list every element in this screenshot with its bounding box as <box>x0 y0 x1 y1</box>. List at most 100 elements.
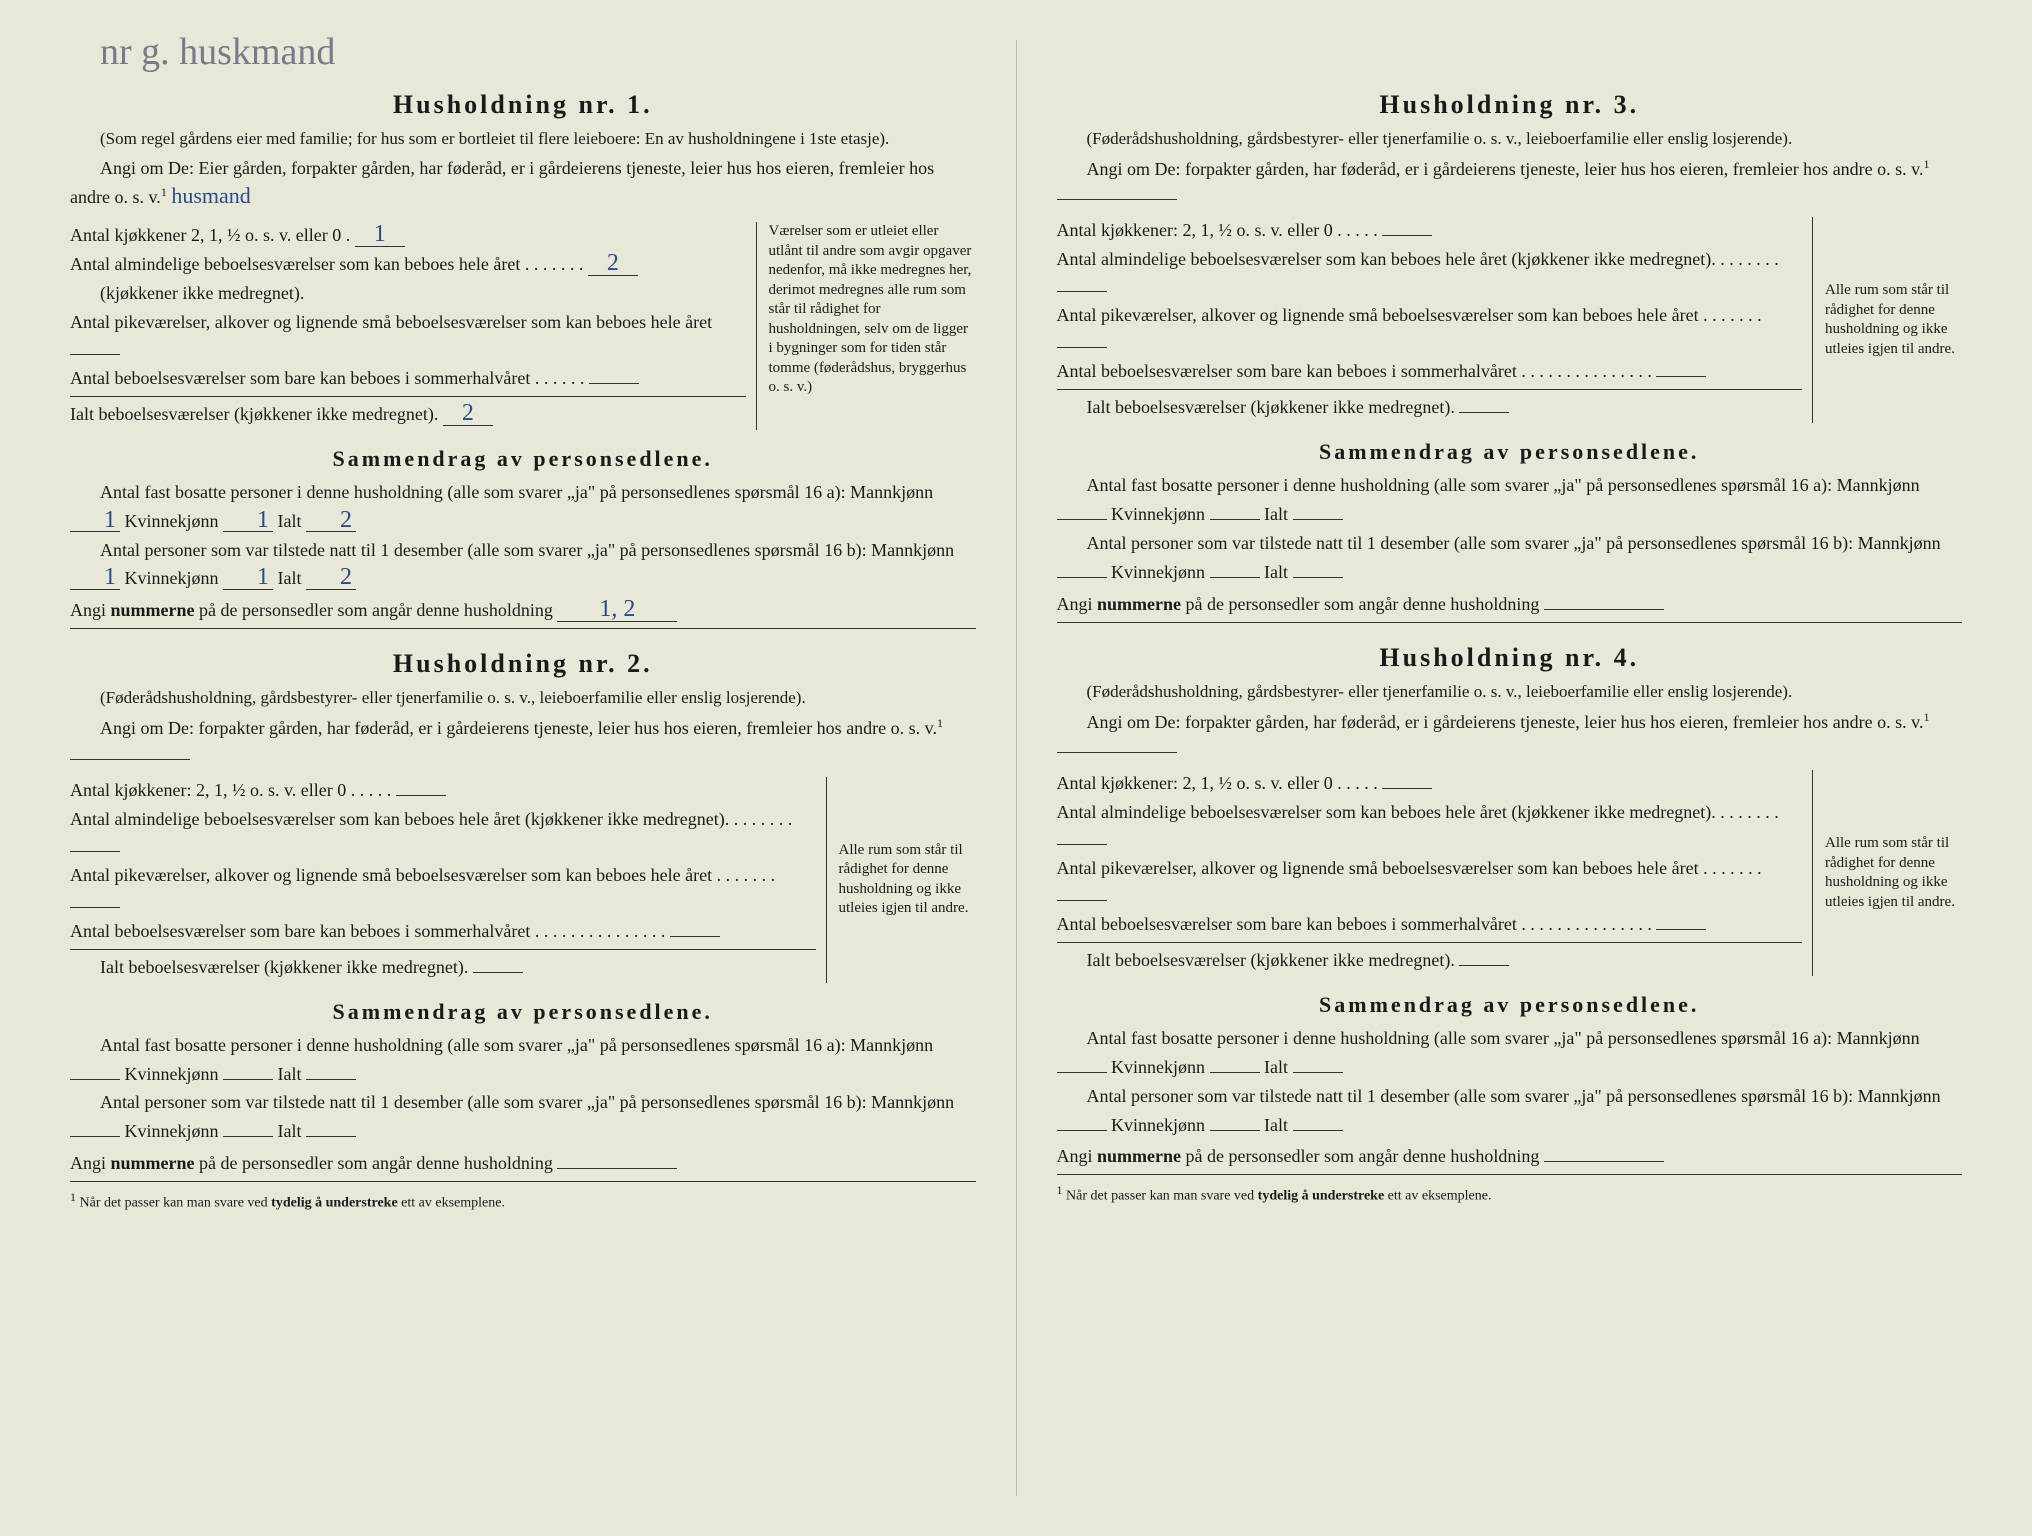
total-value[interactable] <box>473 972 523 973</box>
small-value[interactable] <box>70 907 120 908</box>
kvinne-16a[interactable] <box>1210 519 1260 520</box>
angi-value[interactable] <box>70 759 190 760</box>
angi-line: Angi om De: forpakter gården, har føderå… <box>70 715 976 766</box>
left-page: nr g. huskmand Husholdning nr. 1. (Som r… <box>30 40 1017 1496</box>
ordinary-value[interactable]: 2 <box>588 253 638 276</box>
angi-text: Angi om De: forpakter gården, har føderå… <box>100 718 937 738</box>
kvinne-16a[interactable] <box>223 1079 273 1080</box>
angi-nummerne: Angi nummerne på de personsedler som ang… <box>70 597 976 629</box>
mann-16b[interactable] <box>1057 577 1107 578</box>
ialt-label-b: Ialt <box>278 1121 302 1141</box>
kitchens-value[interactable] <box>396 795 446 796</box>
kitchens-line: Antal kjøkkener: 2, 1, ½ o. s. v. eller … <box>70 777 816 804</box>
rooms-aside-note: Alle rum som står til rådighet for denne… <box>1812 770 1962 976</box>
total-line: Ialt beboelsesværelser (kjøkkener ikke m… <box>70 396 746 428</box>
ialt-16a[interactable] <box>306 1079 356 1080</box>
angi-value[interactable] <box>1057 752 1177 753</box>
kvinne-16b[interactable] <box>1210 1130 1260 1131</box>
small-value[interactable] <box>1057 347 1107 348</box>
kitchens-value[interactable] <box>1382 788 1432 789</box>
summer-label: Antal beboelsesværelser som bare kan beb… <box>1057 361 1517 381</box>
small-line: Antal pikeværelser, alkover og lignende … <box>1057 855 1803 909</box>
ialt-16a[interactable] <box>1293 1072 1343 1073</box>
person-numbers[interactable] <box>1544 609 1664 610</box>
total-value[interactable] <box>1459 965 1509 966</box>
kvinne-label-b: Kvinnekjønn <box>125 1121 219 1141</box>
ialt-16b[interactable] <box>306 1136 356 1137</box>
sammendrag-title: Sammendrag av personsedlene. <box>1057 992 1963 1018</box>
rooms-block: Antal kjøkkener: 2, 1, ½ o. s. v. eller … <box>1057 217 1963 423</box>
small-line: Antal pikeværelser, alkover og lignende … <box>70 309 746 363</box>
persons-16b-text: Antal personer som var tilstede natt til… <box>100 1092 954 1112</box>
summer-value[interactable] <box>589 383 639 384</box>
summer-value[interactable] <box>1656 929 1706 930</box>
ordinary-sub: (kjøkkener ikke medregnet). <box>70 280 746 307</box>
kitchens-value[interactable] <box>1382 235 1432 236</box>
ialt-16b[interactable] <box>1293 1130 1343 1131</box>
angi-text: Angi om De: forpakter gården, har føderå… <box>1087 712 1924 732</box>
persons-16b-text: Antal personer som var tilstede natt til… <box>1087 1086 1941 1106</box>
kvinne-label: Kvinnekjønn <box>125 1064 219 1084</box>
mann-16a[interactable]: 1 <box>70 510 120 533</box>
summer-value[interactable] <box>1656 376 1706 377</box>
household-title: Husholdning nr. 1. <box>70 90 976 120</box>
persons-16a-text: Antal fast bosatte personer i denne hush… <box>1087 1028 1920 1048</box>
footnote-text: Når det passer kan man svare ved <box>1063 1189 1258 1204</box>
mann-16b[interactable] <box>1057 1130 1107 1131</box>
total-line: Ialt beboelsesværelser (kjøkkener ikke m… <box>70 949 816 981</box>
ialt-16a[interactable]: 2 <box>306 510 356 533</box>
ordinary-line: Antal almindelige beboelsesværelser som … <box>1057 799 1803 853</box>
angi-value[interactable] <box>1057 199 1177 200</box>
small-value[interactable] <box>1057 900 1107 901</box>
small-label: Antal pikeværelser, alkover og lignende … <box>1057 305 1699 325</box>
angi-num-bold: nummerne <box>1097 594 1181 614</box>
ordinary-sub: (kjøkkener ikke medregnet). <box>525 809 729 829</box>
kvinne-16a[interactable] <box>1210 1072 1260 1073</box>
person-numbers[interactable]: 1, 2 <box>557 599 677 622</box>
mann-16a[interactable] <box>1057 1072 1107 1073</box>
angi-num-pre: Angi <box>1057 1146 1098 1166</box>
mann-16a[interactable] <box>70 1079 120 1080</box>
rooms-block: Antal kjøkkener 2, 1, ½ o. s. v. eller 0… <box>70 222 976 430</box>
total-label: Ialt beboelsesværelser (kjøkkener ikke m… <box>1087 397 1455 417</box>
summer-line: Antal beboelsesværelser som bare kan beb… <box>1057 911 1803 938</box>
rooms-main: Antal kjøkkener: 2, 1, ½ o. s. v. eller … <box>1057 770 1803 976</box>
footnote: 1 Når det passer kan man svare ved tydel… <box>70 1190 976 1212</box>
sammendrag-title: Sammendrag av personsedlene. <box>70 999 976 1025</box>
kitchens-label: Antal kjøkkener: 2, 1, ½ o. s. v. eller … <box>1057 220 1333 240</box>
mann-16a[interactable] <box>1057 519 1107 520</box>
kvinne-16b[interactable] <box>223 1136 273 1137</box>
total-value[interactable]: 2 <box>443 403 493 426</box>
persons-16a-text: Antal fast bosatte personer i denne hush… <box>1087 475 1920 495</box>
ordinary-sub: (kjøkkener ikke medregnet). <box>1511 802 1715 822</box>
ordinary-line: Antal almindelige beboelsesværelser som … <box>70 251 746 278</box>
small-value[interactable] <box>70 354 120 355</box>
ialt-16b[interactable] <box>1293 577 1343 578</box>
footnote-ref: 1 <box>937 716 943 730</box>
kvinne-16b[interactable] <box>1210 577 1260 578</box>
angi-num-bold: nummerne <box>111 600 195 620</box>
footnote-bold: tydelig å understreke <box>271 1196 398 1211</box>
ordinary-value[interactable] <box>1057 844 1107 845</box>
ialt-label: Ialt <box>1264 504 1288 524</box>
total-value[interactable] <box>1459 412 1509 413</box>
ialt-16a[interactable] <box>1293 519 1343 520</box>
kvinne-16b[interactable]: 1 <box>223 567 273 590</box>
household-title: Husholdning nr. 4. <box>1057 643 1963 673</box>
ordinary-value[interactable] <box>1057 291 1107 292</box>
ordinary-label: Antal almindelige beboelsesværelser som … <box>1057 249 1507 269</box>
household-3: Husholdning nr. 3. (Føderådshusholdning,… <box>1057 90 1963 623</box>
kvinne-16a[interactable]: 1 <box>223 510 273 533</box>
person-numbers[interactable] <box>557 1168 677 1169</box>
summer-value[interactable] <box>670 936 720 937</box>
mann-16b[interactable]: 1 <box>70 567 120 590</box>
kitchens-label: Antal kjøkkener: 2, 1, ½ o. s. v. eller … <box>1057 773 1333 793</box>
kvinne-label-b: Kvinnekjønn <box>1111 1115 1205 1135</box>
mann-16b[interactable] <box>70 1136 120 1137</box>
ialt-16b[interactable]: 2 <box>306 567 356 590</box>
footnote-ref: 1 <box>1924 710 1930 724</box>
kitchens-value[interactable]: 1 <box>355 224 405 247</box>
ordinary-value[interactable] <box>70 851 120 852</box>
footnote-text: Når det passer kan man svare ved <box>76 1196 271 1211</box>
person-numbers[interactable] <box>1544 1161 1664 1162</box>
